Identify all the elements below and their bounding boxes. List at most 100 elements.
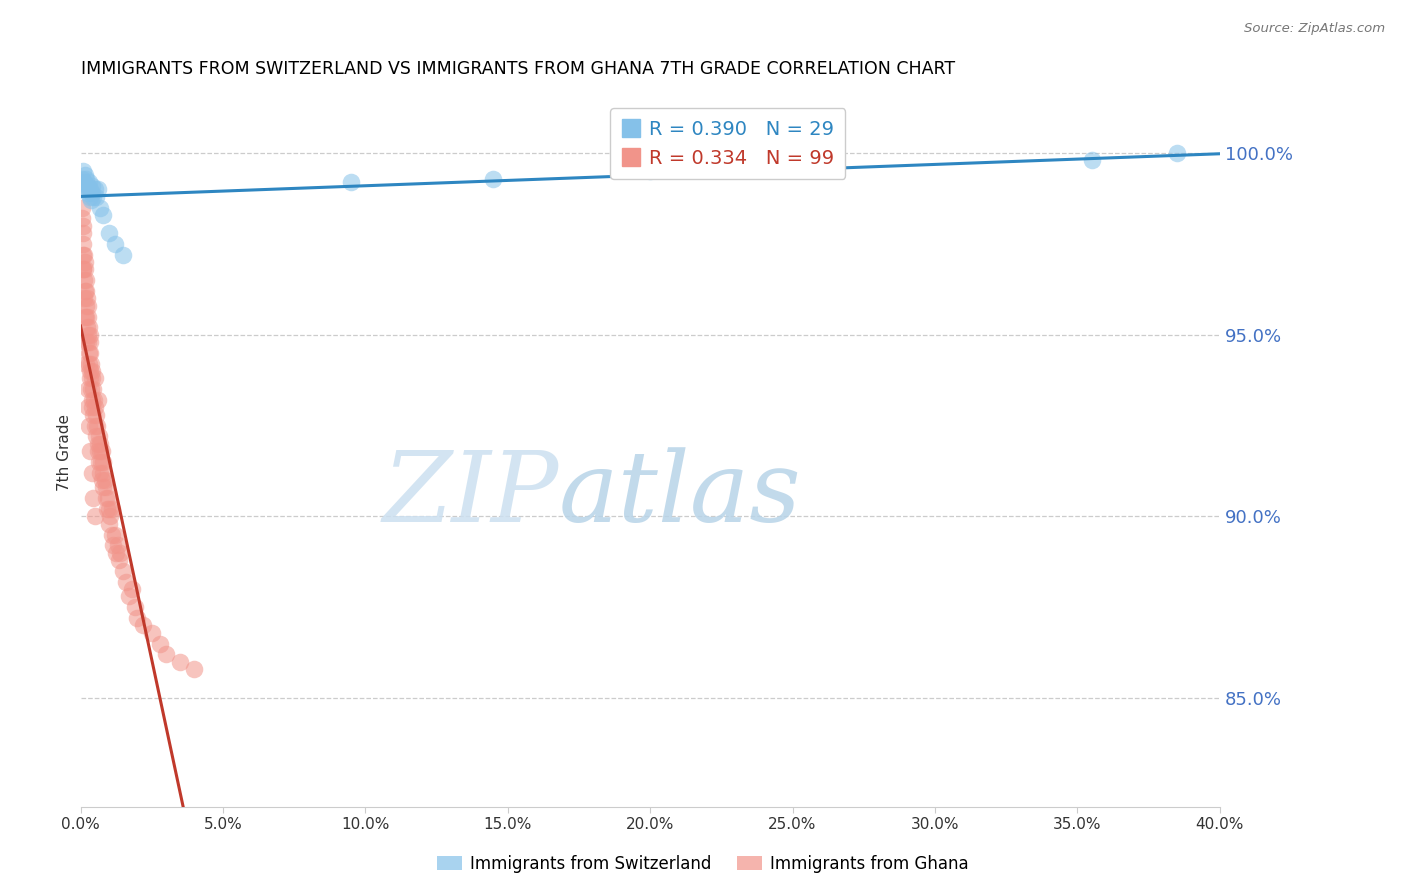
Point xyxy=(75,357,97,371)
Point xyxy=(86,436,108,450)
Point xyxy=(183,662,205,676)
Point xyxy=(105,546,128,560)
Point xyxy=(77,320,100,334)
Point xyxy=(118,589,141,603)
Point xyxy=(108,553,131,567)
Point xyxy=(91,208,114,222)
Point xyxy=(101,502,124,516)
Point xyxy=(80,357,103,371)
Point xyxy=(91,480,114,494)
Point xyxy=(76,182,98,196)
Point xyxy=(89,201,111,215)
Point xyxy=(80,364,103,378)
Point xyxy=(79,444,101,458)
Point xyxy=(72,262,94,277)
Point xyxy=(97,491,120,506)
Point xyxy=(75,284,97,298)
Point xyxy=(77,346,100,360)
Point xyxy=(83,182,105,196)
Point xyxy=(72,226,94,240)
Point xyxy=(77,401,100,415)
Point xyxy=(77,178,100,193)
Point xyxy=(104,236,127,251)
Point xyxy=(115,574,138,589)
Point xyxy=(112,564,135,578)
Point xyxy=(73,310,96,324)
Point xyxy=(1166,146,1188,161)
Point xyxy=(84,189,107,203)
Point xyxy=(86,393,108,408)
Text: IMMIGRANTS FROM SWITZERLAND VS IMMIGRANTS FROM GHANA 7TH GRADE CORRELATION CHART: IMMIGRANTS FROM SWITZERLAND VS IMMIGRANT… xyxy=(80,60,955,78)
Point xyxy=(73,248,96,262)
Point xyxy=(77,334,100,349)
Point xyxy=(77,175,100,189)
Point xyxy=(89,444,111,458)
Text: ZIP: ZIP xyxy=(382,448,560,543)
Point xyxy=(91,455,114,469)
Point xyxy=(482,171,505,186)
Point xyxy=(103,538,125,552)
Point xyxy=(76,299,98,313)
Point xyxy=(75,299,97,313)
Point xyxy=(94,491,117,506)
Point xyxy=(90,455,112,469)
Text: atlas: atlas xyxy=(560,448,801,543)
Point xyxy=(76,327,98,342)
Point xyxy=(84,408,107,422)
Point xyxy=(79,364,101,378)
Point xyxy=(96,502,118,516)
Point xyxy=(100,509,122,524)
Y-axis label: 7th Grade: 7th Grade xyxy=(58,414,72,491)
Point xyxy=(82,491,104,506)
Point xyxy=(84,401,107,415)
Point xyxy=(72,164,94,178)
Point xyxy=(83,371,105,385)
Point xyxy=(84,429,107,443)
Point xyxy=(73,255,96,269)
Point xyxy=(90,444,112,458)
Point xyxy=(70,211,93,226)
Point xyxy=(76,320,98,334)
Point xyxy=(1080,153,1102,168)
Point xyxy=(70,201,93,215)
Point xyxy=(80,194,103,208)
Point xyxy=(80,178,103,193)
Point xyxy=(155,648,177,662)
Point xyxy=(70,171,93,186)
Point xyxy=(87,455,110,469)
Point xyxy=(94,480,117,494)
Point xyxy=(72,219,94,233)
Point xyxy=(79,346,101,360)
Point xyxy=(75,262,97,277)
Point xyxy=(86,182,108,196)
Legend: R = 0.390   N = 29, R = 0.334   N = 99: R = 0.390 N = 29, R = 0.334 N = 99 xyxy=(610,108,845,179)
Point xyxy=(98,226,121,240)
Point xyxy=(75,178,97,193)
Text: Source: ZipAtlas.com: Source: ZipAtlas.com xyxy=(1244,22,1385,36)
Point xyxy=(83,418,105,433)
Point xyxy=(82,408,104,422)
Point xyxy=(80,393,103,408)
Point xyxy=(98,516,121,531)
Point xyxy=(73,292,96,306)
Point xyxy=(87,444,110,458)
Point xyxy=(82,371,104,385)
Point xyxy=(77,357,100,371)
Point xyxy=(132,618,155,632)
Point xyxy=(89,436,111,450)
Point xyxy=(75,171,97,186)
Point xyxy=(104,527,127,541)
Point xyxy=(98,502,121,516)
Point xyxy=(72,236,94,251)
Point xyxy=(169,655,191,669)
Point xyxy=(79,189,101,203)
Point xyxy=(77,310,100,324)
Point xyxy=(79,371,101,385)
Point xyxy=(75,310,97,324)
Point xyxy=(149,636,172,650)
Point xyxy=(72,262,94,277)
Point xyxy=(79,182,101,196)
Point xyxy=(82,382,104,396)
Point xyxy=(83,393,105,408)
Point xyxy=(93,473,115,487)
